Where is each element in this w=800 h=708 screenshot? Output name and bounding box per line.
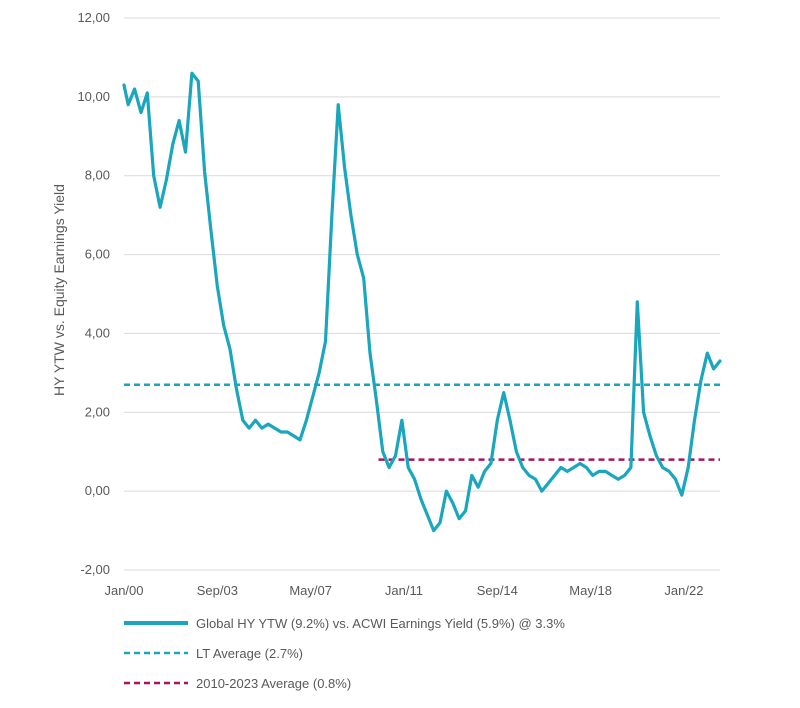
y-tick-label: 2,00 xyxy=(85,404,110,419)
series-line-0 xyxy=(122,71,722,533)
legend-label: 2010-2023 Average (0.8%) xyxy=(196,675,352,691)
x-tick-label: Jan/22 xyxy=(664,583,703,598)
legend-label: LT Average (2.7%) xyxy=(196,645,303,661)
line-chart: -2,00 0,00 2,00 4,00 6,00 8,00 10,00 12,00 Jan/… xyxy=(51,10,722,598)
x-tick-label: May/07 xyxy=(289,583,332,598)
reference-lines xyxy=(124,383,720,461)
y-tick-label: 4,00 xyxy=(85,325,110,340)
y-tick-label: -2,00 xyxy=(80,562,110,577)
y-tick-label: 0,00 xyxy=(85,483,110,498)
y-tick-label: 6,00 xyxy=(85,247,110,262)
gridlines xyxy=(124,17,720,571)
x-tick-label: Sep/14 xyxy=(477,583,518,598)
x-axis-ticks: Jan/00 Sep/03 May/07 Jan/11 Sep/14 May/18 Jan/… xyxy=(104,583,703,598)
y-tick-label: 12,00 xyxy=(77,10,110,25)
y-axis-ticks: -2,00 0,00 2,00 4,00 6,00 8,00 10,00 12,00 xyxy=(77,10,110,577)
x-tick-label: Jan/00 xyxy=(104,583,143,598)
series-lines xyxy=(122,71,722,533)
x-tick-label: May/18 xyxy=(569,583,612,598)
legend-item-main-series: Global HY YTW (9.2%) vs. ACWI Earnings Y… xyxy=(124,608,565,638)
legend-label: Global HY YTW (9.2%) vs. ACWI Earnings Y… xyxy=(196,615,565,631)
y-tick-label: 8,00 xyxy=(85,168,110,183)
y-tick-label: 10,00 xyxy=(77,89,110,104)
x-tick-label: Sep/03 xyxy=(197,583,238,598)
legend: Global HY YTW (9.2%) vs. ACWI Earnings Y… xyxy=(124,608,565,698)
legend-item-lt-average: LT Average (2.7%) xyxy=(124,638,565,668)
legend-swatch-solid xyxy=(124,616,188,630)
legend-swatch-dashed-blue xyxy=(124,646,188,660)
x-tick-label: Jan/11 xyxy=(385,583,423,598)
legend-item-2010-2023-average: 2010-2023 Average (0.8%) xyxy=(124,668,565,698)
y-axis-title: HY YTW vs. Equity Earnings Yield xyxy=(51,184,67,396)
legend-swatch-dashed-magenta xyxy=(124,676,188,690)
